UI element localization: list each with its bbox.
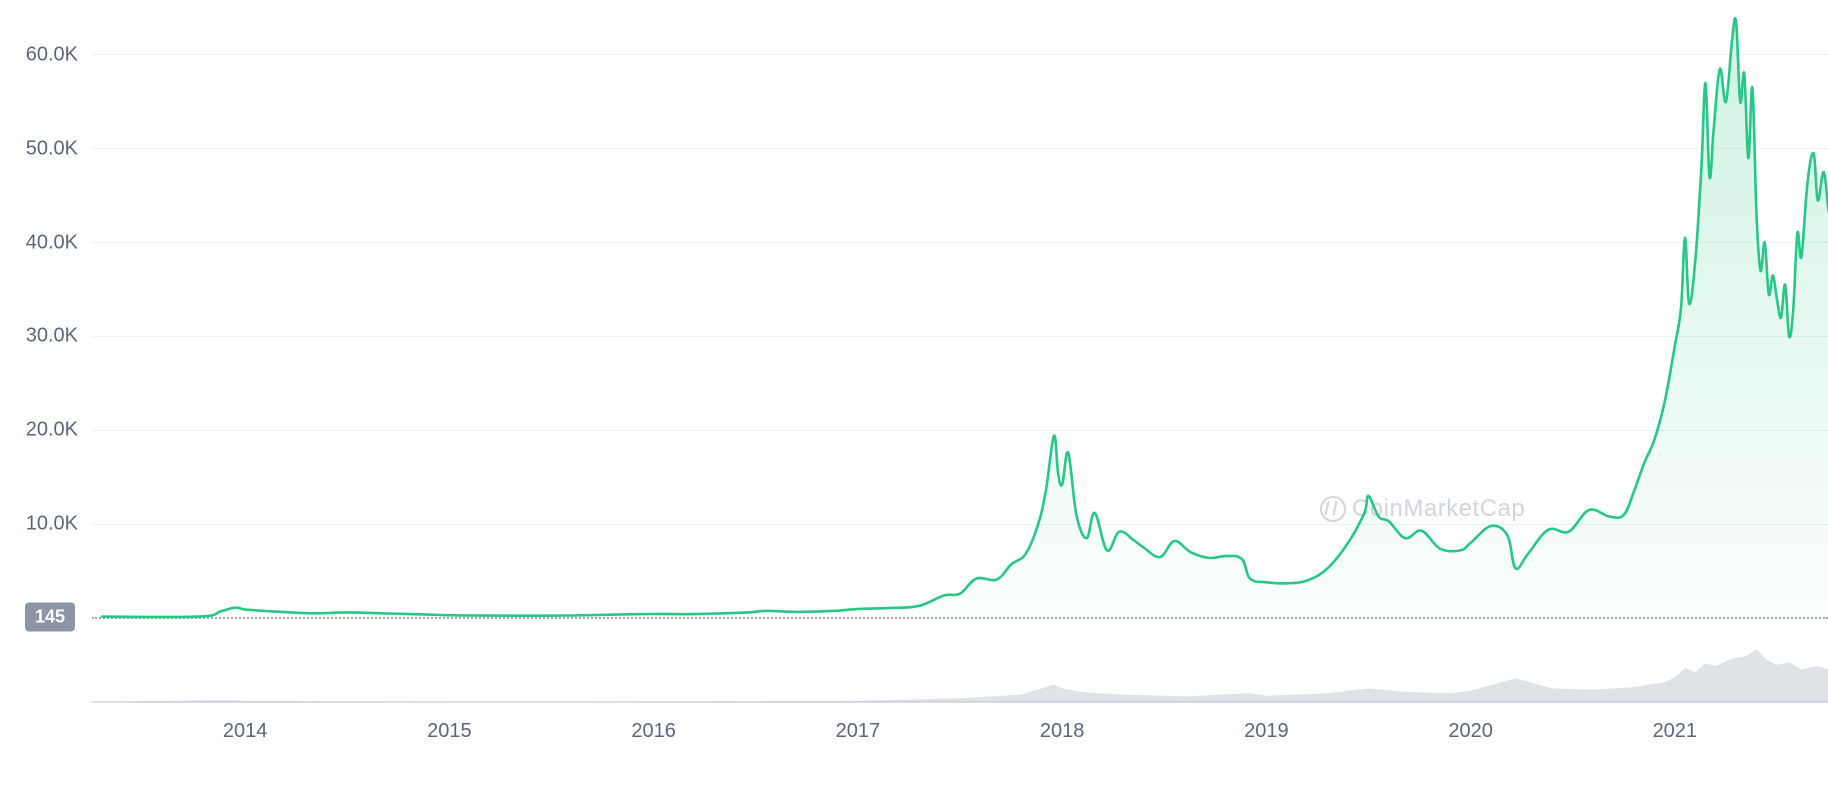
volume-area <box>92 649 1828 702</box>
price-chart[interactable]: 10.0K20.0K30.0K40.0K50.0K60.0K1452014201… <box>0 0 1828 800</box>
price-line <box>102 18 1828 617</box>
plot-svg <box>0 0 1828 800</box>
price-area-fill <box>102 18 1828 618</box>
